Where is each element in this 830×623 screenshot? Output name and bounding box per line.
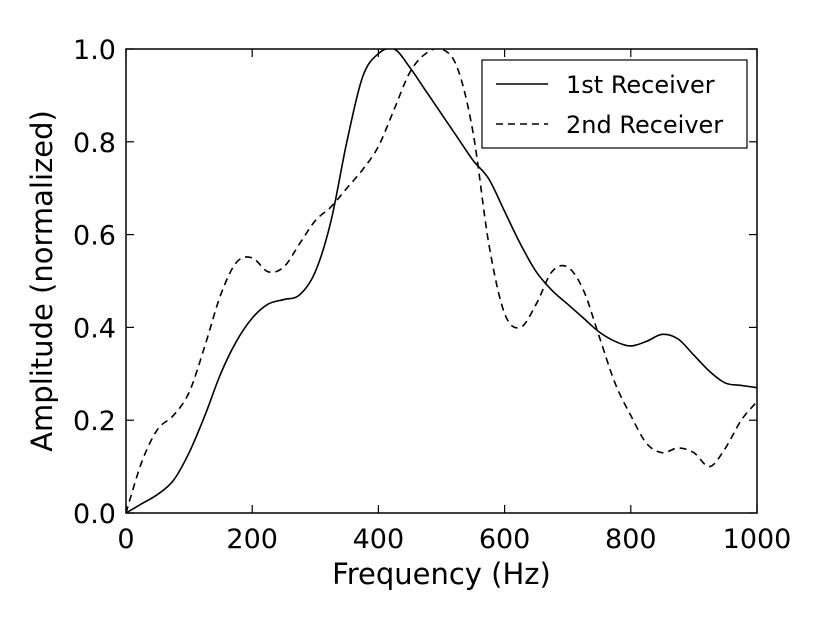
series-layer (126, 49, 757, 513)
legend-label-1: 1st Receiver (566, 71, 715, 99)
legend-box (481, 59, 748, 149)
legend: 1st Receiver 2nd Receiver (481, 59, 748, 149)
y-tick-label: 0.8 (73, 128, 116, 159)
y-tick-label: 0.0 (73, 499, 116, 530)
y-tick-label: 0.2 (73, 406, 116, 437)
series-line-2 (126, 49, 757, 513)
x-tick-label: 800 (605, 524, 657, 555)
legend-label-2: 2nd Receiver (566, 111, 723, 139)
x-tick-label: 200 (226, 524, 278, 555)
x-tick-label: 600 (479, 524, 531, 555)
series-line-1 (126, 49, 757, 513)
ticks-layer: 0 200 400 600 800 1000 0.0 0.2 0.4 0.6 0.8 1.0 (73, 35, 791, 555)
y-tick-label: 0.6 (73, 221, 116, 252)
x-tick-label: 1000 (723, 524, 792, 555)
plot-frame (125, 48, 758, 514)
x-axis-title: Frequency (Hz) (332, 557, 551, 591)
y-tick-label: 1.0 (73, 35, 116, 66)
x-tick-label: 0 (117, 524, 134, 555)
y-axis-title: Amplitude (normalized) (25, 110, 59, 452)
y-tick-label: 0.4 (73, 313, 116, 344)
x-tick-label: 400 (353, 524, 405, 555)
